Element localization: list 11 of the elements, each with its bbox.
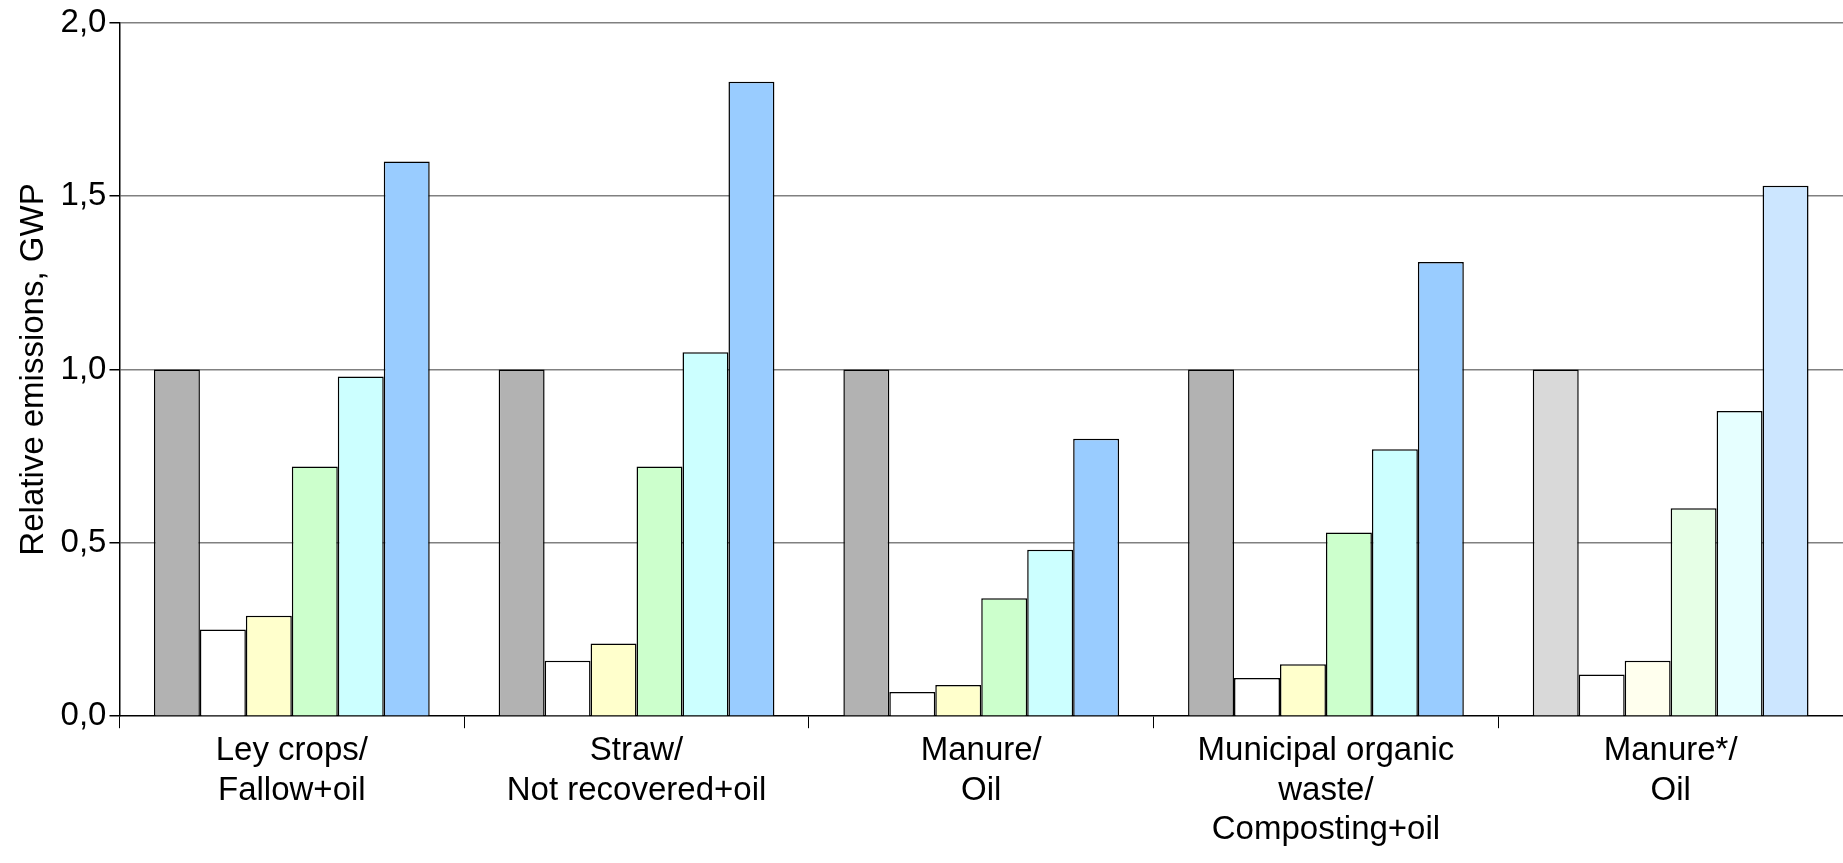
y-tick-label: 0,5: [60, 521, 107, 559]
x-tick-label: Manure/ Oil: [920, 730, 1043, 807]
x-tick-label: Ley crops/ Fallow+oil: [215, 730, 369, 807]
y-axis-title: Relative emissions, GWP: [12, 183, 50, 556]
x-tick-label: Straw/ Not recovered+oil: [506, 730, 767, 807]
y-tick-label: 1,0: [60, 348, 107, 386]
y-tick-label: 0,0: [60, 695, 107, 733]
x-tick-label: Manure*/ Oil: [1603, 730, 1739, 807]
y-tick-label: 1,5: [60, 175, 107, 213]
x-tick-label: Municipal organic waste/ Composting+oil: [1197, 730, 1455, 847]
y-tick-label: 2,0: [60, 1, 107, 39]
